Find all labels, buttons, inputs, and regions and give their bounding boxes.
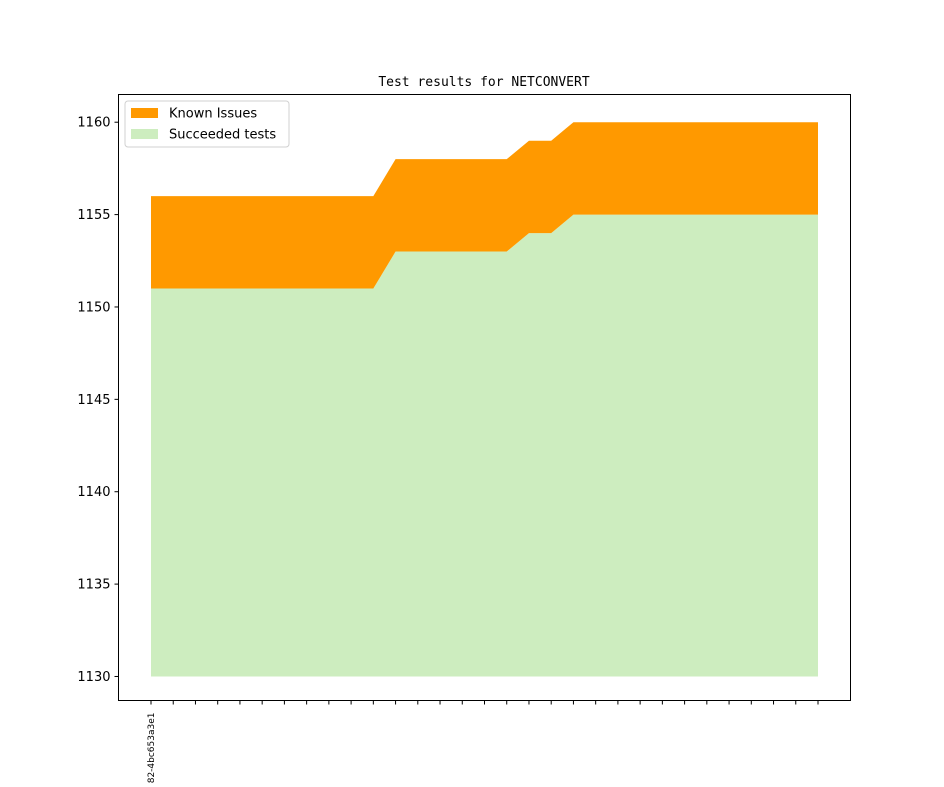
y-tick-label: 1150 — [77, 300, 110, 315]
succeeded-tests-area — [151, 214, 818, 677]
legend-swatch — [131, 129, 158, 139]
y-tick-label: 1130 — [77, 670, 110, 685]
legend-label: Known Issues — [169, 107, 257, 122]
y-tick-label: 1135 — [77, 578, 110, 593]
known-issues-area — [151, 122, 818, 289]
legend: Known Issues Succeeded tests — [124, 100, 290, 148]
x-tick-label: 82-4bc653a3e1 — [147, 713, 157, 784]
x-axis: 82-4bc653a3e1 — [147, 700, 819, 784]
legend-label: Succeeded tests — [169, 128, 276, 143]
y-tick-label: 1145 — [77, 393, 110, 408]
y-tick-label: 1160 — [77, 116, 110, 131]
y-axis: 1130 1135 1140 1145 1150 1155 1160 — [77, 116, 119, 685]
plot-area — [151, 122, 818, 677]
y-tick-label: 1140 — [77, 485, 110, 500]
chart-title: Test results for NETCONVERT — [378, 75, 589, 90]
y-tick-label: 1155 — [77, 208, 110, 223]
legend-swatch — [131, 108, 158, 118]
legend-box — [124, 100, 290, 148]
